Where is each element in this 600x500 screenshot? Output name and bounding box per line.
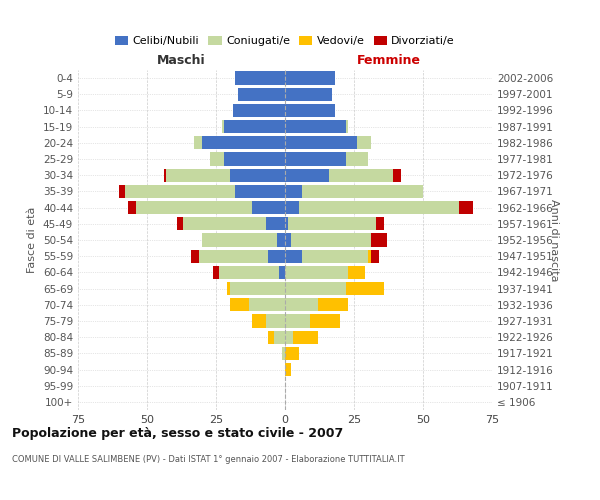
Bar <box>230 298 249 312</box>
Bar <box>238 88 285 101</box>
Bar <box>285 282 346 295</box>
Bar <box>285 330 293 344</box>
Bar <box>280 266 285 279</box>
Bar <box>346 152 368 166</box>
Bar <box>368 250 371 263</box>
Y-axis label: Anni di nascita: Anni di nascita <box>549 198 559 281</box>
Bar <box>285 136 357 149</box>
Bar <box>346 120 349 134</box>
Y-axis label: Fasce di età: Fasce di età <box>28 207 37 273</box>
Bar <box>266 217 285 230</box>
Bar <box>266 314 285 328</box>
Bar <box>318 298 349 312</box>
Bar <box>290 234 371 246</box>
Bar <box>285 168 329 182</box>
Bar <box>119 185 125 198</box>
Bar <box>183 217 266 230</box>
Bar <box>285 152 346 166</box>
Bar <box>288 217 376 230</box>
Bar <box>125 185 235 198</box>
Bar <box>285 104 335 117</box>
Text: Popolazione per età, sesso e stato civile - 2007: Popolazione per età, sesso e stato civil… <box>12 428 343 440</box>
Bar <box>329 168 392 182</box>
Bar <box>164 168 166 182</box>
Bar <box>349 266 365 279</box>
Bar <box>285 363 290 376</box>
Bar <box>221 120 224 134</box>
Bar <box>285 88 332 101</box>
Bar <box>285 298 318 312</box>
Bar <box>191 250 199 263</box>
Bar <box>459 201 473 214</box>
Bar <box>285 266 349 279</box>
Bar <box>302 250 368 263</box>
Bar <box>371 234 387 246</box>
Bar <box>293 330 318 344</box>
Bar <box>357 136 371 149</box>
Bar <box>346 282 385 295</box>
Bar <box>136 201 252 214</box>
Bar <box>371 250 379 263</box>
Bar <box>285 120 346 134</box>
Bar <box>299 201 459 214</box>
Text: Femmine: Femmine <box>356 54 421 67</box>
Bar <box>302 185 423 198</box>
Bar <box>202 136 285 149</box>
Bar <box>211 152 224 166</box>
Bar <box>224 120 285 134</box>
Bar <box>194 136 202 149</box>
Bar <box>392 168 401 182</box>
Bar <box>213 266 219 279</box>
Bar <box>249 298 285 312</box>
Bar <box>252 201 285 214</box>
Bar <box>252 314 266 328</box>
Bar <box>285 185 302 198</box>
Bar <box>285 346 299 360</box>
Bar <box>178 217 183 230</box>
Bar <box>219 266 280 279</box>
Bar <box>310 314 340 328</box>
Bar <box>274 330 285 344</box>
Bar <box>224 152 285 166</box>
Bar <box>233 104 285 117</box>
Bar <box>235 185 285 198</box>
Bar <box>202 234 277 246</box>
Bar <box>230 168 285 182</box>
Bar <box>268 250 285 263</box>
Bar <box>376 217 385 230</box>
Bar <box>128 201 136 214</box>
Bar <box>235 72 285 85</box>
Bar <box>285 217 288 230</box>
Legend: Celibi/Nubili, Coniugati/e, Vedovi/e, Divorziati/e: Celibi/Nubili, Coniugati/e, Vedovi/e, Di… <box>110 32 460 50</box>
Bar <box>285 314 310 328</box>
Bar <box>199 250 268 263</box>
Bar <box>285 201 299 214</box>
Text: Maschi: Maschi <box>157 54 206 67</box>
Text: COMUNE DI VALLE SALIMBENE (PV) - Dati ISTAT 1° gennaio 2007 - Elaborazione TUTTI: COMUNE DI VALLE SALIMBENE (PV) - Dati IS… <box>12 455 404 464</box>
Bar <box>285 250 302 263</box>
Bar <box>282 346 285 360</box>
Bar <box>268 330 274 344</box>
Bar <box>230 282 285 295</box>
Bar <box>285 72 335 85</box>
Bar <box>277 234 285 246</box>
Bar <box>227 282 230 295</box>
Bar <box>166 168 230 182</box>
Bar <box>285 234 290 246</box>
